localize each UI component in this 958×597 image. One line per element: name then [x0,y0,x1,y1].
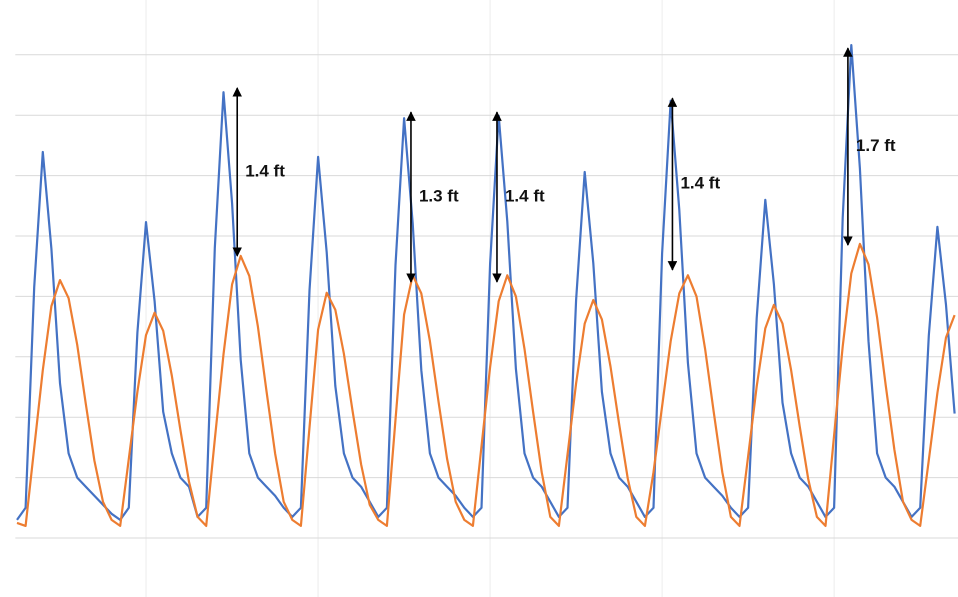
annotation-label: 1.4 ft [505,187,545,206]
annotation-label: 1.4 ft [680,174,720,193]
annotation-label: 1.4 ft [245,161,285,180]
annotation-label: 1.3 ft [419,187,459,206]
annotation-label: 1.7 ft [856,136,896,155]
series-line [16,242,956,527]
series-line [16,44,956,521]
